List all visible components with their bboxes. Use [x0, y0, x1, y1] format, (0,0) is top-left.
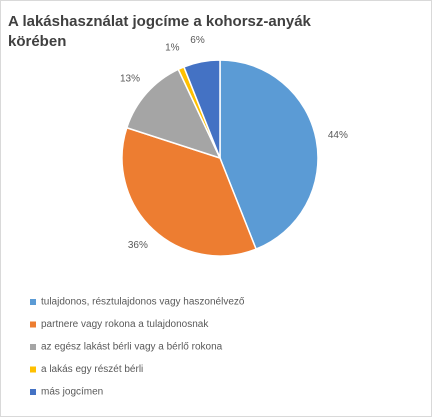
- legend-marker: [30, 299, 36, 305]
- legend-marker: [30, 366, 36, 373]
- data-label: 36%: [128, 240, 148, 251]
- pie-slice: [125, 68, 222, 160]
- legend-label: tulajdonos, résztulajdonos vagy haszonél…: [41, 297, 245, 308]
- chart-title: A lakáshasználat jogcíme a kohorsz-anyák: [8, 13, 312, 30]
- legend-label: az egész lakást bérli vagy a bérlő rokon…: [41, 342, 223, 353]
- legend-label: más jogcímen: [41, 387, 103, 398]
- data-label: 44%: [328, 130, 348, 141]
- legend-label: partnere vagy rokona a tulajdonosnak: [41, 319, 209, 330]
- legend-marker: [30, 321, 36, 328]
- data-label: 13%: [120, 73, 140, 84]
- pie-slice: [219, 59, 319, 251]
- legend-marker: [30, 344, 36, 350]
- chart-title: körében: [8, 33, 66, 50]
- pie-slice: [121, 126, 258, 257]
- legend-label: a lakás egy részét bérli: [41, 364, 143, 375]
- pie-slice: [182, 59, 221, 159]
- data-label: 1%: [165, 43, 180, 54]
- data-label: 6%: [190, 35, 205, 46]
- legend-marker: [30, 389, 36, 395]
